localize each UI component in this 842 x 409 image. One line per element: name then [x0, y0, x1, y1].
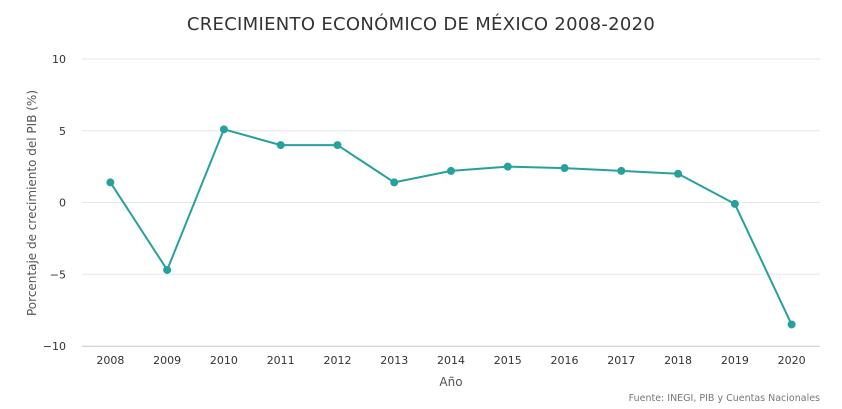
y-tick-label: −5 — [50, 268, 66, 281]
data-point-2015 — [503, 162, 512, 171]
x-tick-label: 2008 — [96, 354, 124, 367]
y-axis-ticks: −10 −5 0 5 10 — [43, 53, 66, 353]
x-tick-label: 2020 — [778, 354, 806, 367]
x-tick-label: 2014 — [437, 354, 465, 367]
data-point-2012 — [333, 141, 342, 150]
x-tick-label: 2011 — [267, 354, 295, 367]
data-point-2009 — [163, 265, 172, 274]
grid-lines — [82, 58, 820, 347]
x-axis-title: Año — [439, 375, 462, 389]
data-point-2014 — [447, 166, 455, 175]
data-point-2016 — [560, 164, 569, 173]
x-tick-label: 2010 — [210, 354, 238, 367]
x-tick-label: 2019 — [721, 354, 749, 367]
data-points — [106, 125, 796, 329]
y-tick-label: 0 — [59, 197, 66, 210]
x-tick-label: 2015 — [494, 354, 522, 367]
data-point-2013 — [390, 178, 399, 187]
data-point-2018 — [674, 169, 683, 178]
data-point-2010 — [219, 125, 228, 134]
chart-title: CRECIMIENTO ECONÓMICO DE MÉXICO 2008-202… — [187, 13, 655, 35]
data-point-2017 — [617, 166, 626, 175]
chart-credit: Fuente: INEGI, PIB y Cuentas Nacionales — [629, 393, 820, 404]
x-tick-label: 2013 — [380, 354, 408, 367]
y-axis-title: Porcentaje de crecimiento del PIB (%) — [25, 90, 39, 316]
y-tick-label: 10 — [52, 53, 66, 66]
data-point-2019 — [730, 199, 739, 208]
series-line-layer — [109, 128, 793, 326]
data-point-2011 — [276, 141, 285, 150]
x-tick-label: 2017 — [607, 354, 635, 367]
data-point-2020 — [787, 320, 796, 329]
x-axis-ticks: 2008 2009 2010 2011 2012 2013 2014 2015 2016 2017… — [96, 354, 805, 367]
data-point-2008 — [106, 178, 115, 187]
x-tick-label: 2018 — [664, 354, 692, 367]
y-tick-label: −10 — [43, 340, 66, 353]
x-tick-label: 2009 — [153, 354, 181, 367]
series-line — [109, 128, 793, 326]
x-tick-label: 2016 — [551, 354, 579, 367]
y-tick-label: 5 — [59, 125, 66, 138]
x-tick-label: 2012 — [323, 354, 351, 367]
